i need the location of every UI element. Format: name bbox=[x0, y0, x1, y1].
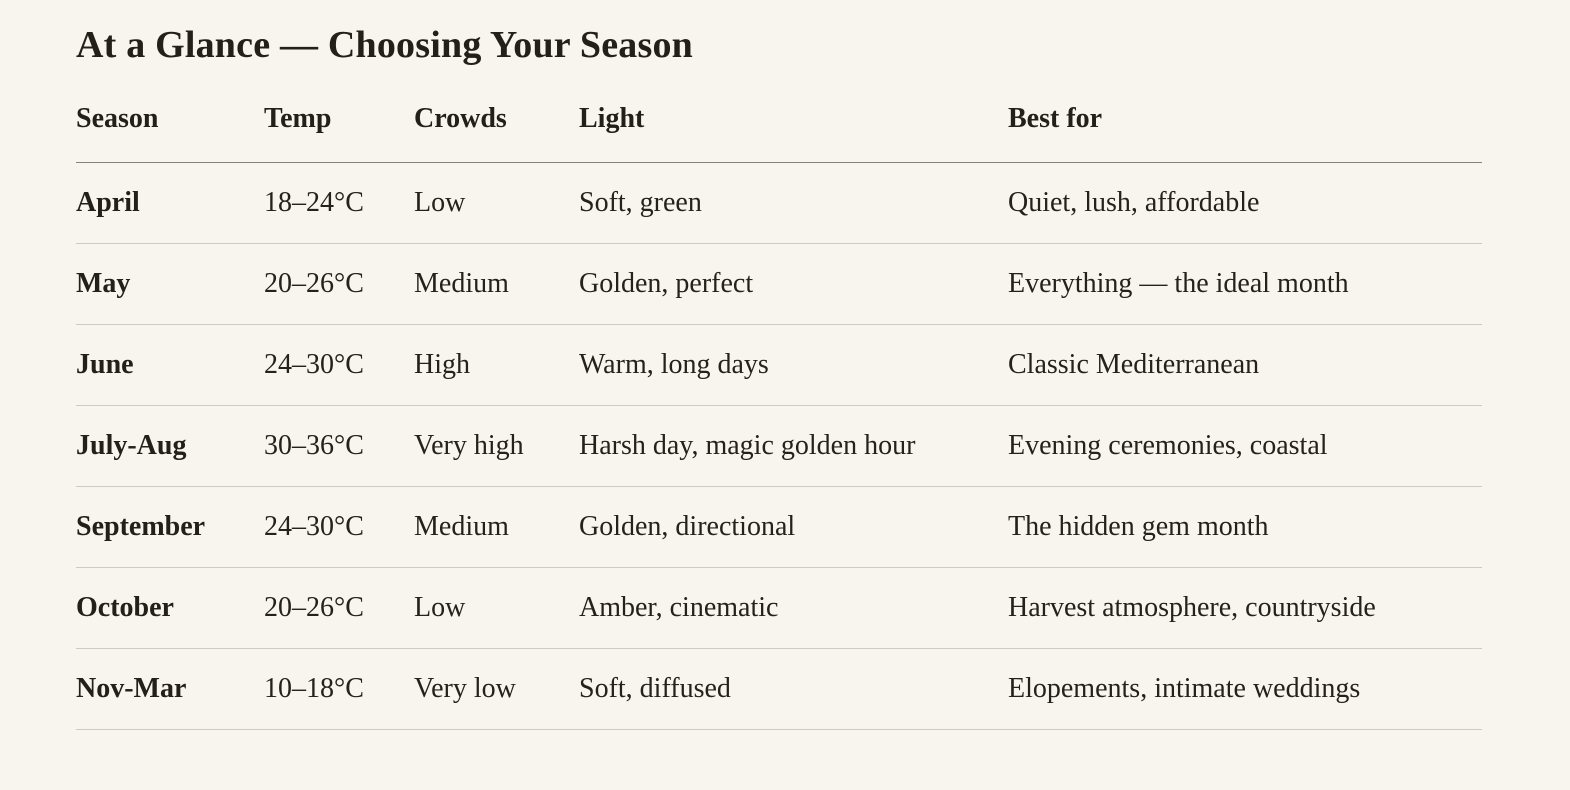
cell-season: April bbox=[76, 162, 264, 245]
cell-best-for: Quiet, lush, affordable bbox=[1008, 162, 1482, 245]
cell-season: September bbox=[76, 486, 264, 569]
cell-crowds: Medium bbox=[414, 486, 579, 569]
column-header-crowds: Crowds bbox=[414, 89, 579, 164]
cell-temp: 24–30°C bbox=[264, 324, 414, 407]
cell-light: Warm, long days bbox=[579, 324, 1008, 407]
table-row: September 24–30°C Medium Golden, directi… bbox=[76, 486, 1482, 569]
cell-best-for: Classic Mediterranean bbox=[1008, 324, 1482, 407]
cell-temp: 18–24°C bbox=[264, 162, 414, 245]
cell-season: May bbox=[76, 243, 264, 326]
cell-best-for: Harvest atmosphere, countryside bbox=[1008, 567, 1482, 650]
cell-season: October bbox=[76, 567, 264, 650]
table-row: April 18–24°C Low Soft, green Quiet, lus… bbox=[76, 162, 1482, 245]
cell-crowds: Low bbox=[414, 567, 579, 650]
cell-temp: 24–30°C bbox=[264, 486, 414, 569]
table-row: June 24–30°C High Warm, long days Classi… bbox=[76, 324, 1482, 407]
table-row: July-Aug 30–36°C Very high Harsh day, ma… bbox=[76, 405, 1482, 488]
cell-best-for: The hidden gem month bbox=[1008, 486, 1482, 569]
cell-best-for: Everything — the ideal month bbox=[1008, 243, 1482, 326]
cell-temp: 30–36°C bbox=[264, 405, 414, 488]
cell-temp: 10–18°C bbox=[264, 648, 414, 731]
cell-season: June bbox=[76, 324, 264, 407]
cell-light: Amber, cinematic bbox=[579, 567, 1008, 650]
season-table: Season Temp Crowds Light Best for April … bbox=[76, 89, 1482, 731]
table-row: May 20–26°C Medium Golden, perfect Every… bbox=[76, 243, 1482, 326]
cell-light: Golden, directional bbox=[579, 486, 1008, 569]
cell-crowds: Very high bbox=[414, 405, 579, 488]
header-row: Season Temp Crowds Light Best for bbox=[76, 89, 1482, 164]
cell-best-for: Evening ceremonies, coastal bbox=[1008, 405, 1482, 488]
column-header-temp: Temp bbox=[264, 89, 414, 164]
table-header: Season Temp Crowds Light Best for bbox=[76, 89, 1482, 164]
table-row: Nov-Mar 10–18°C Very low Soft, diffused … bbox=[76, 648, 1482, 731]
section-title: At a Glance — Choosing Your Season bbox=[76, 24, 693, 66]
column-header-light: Light bbox=[579, 89, 1008, 164]
cell-temp: 20–26°C bbox=[264, 567, 414, 650]
cell-crowds: Very low bbox=[414, 648, 579, 731]
column-header-best-for: Best for bbox=[1008, 89, 1482, 164]
cell-crowds: Low bbox=[414, 162, 579, 245]
cell-season: July-Aug bbox=[76, 405, 264, 488]
cell-light: Harsh day, magic golden hour bbox=[579, 405, 1008, 488]
column-header-season: Season bbox=[76, 89, 264, 164]
cell-season: Nov-Mar bbox=[76, 648, 264, 731]
cell-crowds: Medium bbox=[414, 243, 579, 326]
cell-light: Soft, green bbox=[579, 162, 1008, 245]
cell-light: Soft, diffused bbox=[579, 648, 1008, 731]
cell-light: Golden, perfect bbox=[579, 243, 1008, 326]
cell-temp: 20–26°C bbox=[264, 243, 414, 326]
cell-crowds: High bbox=[414, 324, 579, 407]
table-row: October 20–26°C Low Amber, cinematic Har… bbox=[76, 567, 1482, 650]
table-body: April 18–24°C Low Soft, green Quiet, lus… bbox=[76, 162, 1482, 731]
cell-best-for: Elopements, intimate weddings bbox=[1008, 648, 1482, 731]
